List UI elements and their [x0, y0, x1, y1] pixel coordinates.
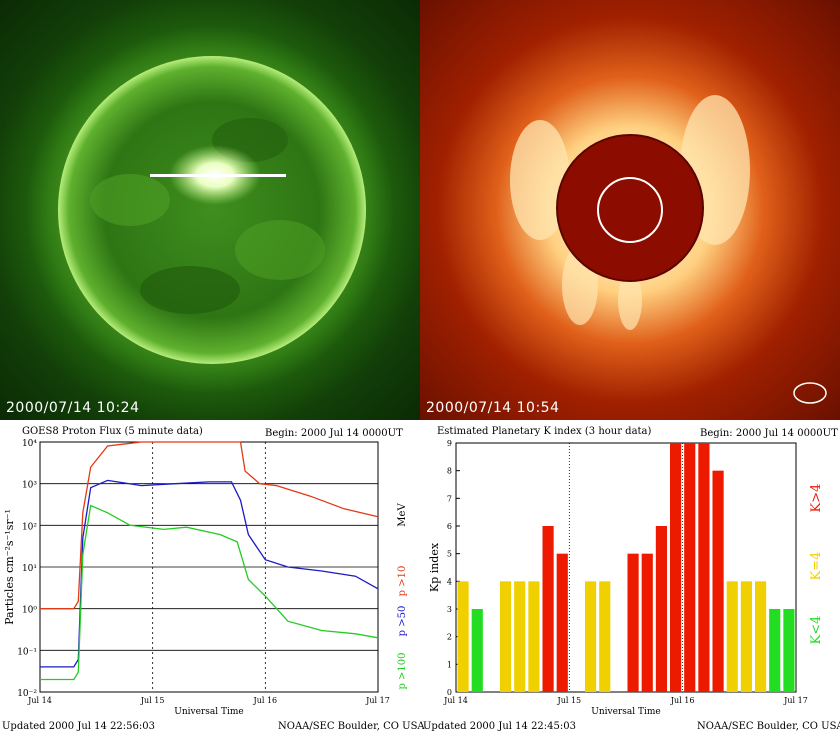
proton-y-tick-label: 10² — [22, 522, 37, 532]
proton-y-tick-label: 10⁰ — [22, 606, 37, 616]
kp-bar — [599, 581, 611, 692]
kp-footer-credit: NOAA/SEC Boulder, CO USA — [697, 721, 840, 732]
proton-legend-entry: p >50 — [397, 606, 408, 637]
kp-y-tick-label: 3 — [447, 605, 452, 614]
kp-bar — [755, 581, 767, 692]
kp-bar — [542, 526, 554, 692]
lasco-timestamp: 2000/07/14 10:54 — [426, 400, 560, 416]
eit-sun-image: 2000/07/14 10:24 — [0, 0, 420, 420]
kp-bar — [457, 581, 469, 692]
proton-legend-entry: p >100 — [397, 652, 408, 689]
kp-bar — [698, 443, 710, 692]
kp-bar — [740, 581, 752, 692]
kp-y-tick-label: 6 — [447, 522, 452, 531]
proton-y-tick-label: 10⁴ — [22, 439, 37, 449]
kp-bar — [585, 581, 597, 692]
kp-x-tick-label: Jul 17 — [783, 696, 808, 705]
kp-bar — [712, 470, 724, 692]
kp-bar — [514, 581, 526, 692]
proton-series-line — [40, 504, 379, 681]
kp-bar — [655, 526, 667, 692]
kp-bar — [500, 581, 512, 692]
kp-chart-begin: Begin: 2000 Jul 14 0000UT — [700, 428, 838, 439]
proton-footer-credit: NOAA/SEC Boulder, CO USA — [278, 721, 425, 732]
kp-bar — [627, 553, 639, 692]
proton-units-label: MeV — [397, 503, 408, 527]
kp-bar — [769, 609, 781, 692]
kp-x-tick-label: Jul 16 — [670, 696, 695, 705]
proton-x-tick-label: Jul 15 — [140, 696, 165, 705]
kp-bar — [783, 609, 795, 692]
kp-bar — [670, 443, 682, 692]
kp-y-tick-label: 4 — [447, 577, 452, 586]
proton-chart-begin: Begin: 2000 Jul 14 0000UT — [265, 428, 403, 439]
proton-series-line — [40, 441, 379, 610]
proton-footer-updated: Updated 2000 Jul 14 22:56:03 — [2, 721, 155, 732]
kp-bar — [471, 609, 483, 692]
kp-y-tick-label: 2 — [447, 633, 452, 642]
kp-legend-entry: K<4 — [809, 616, 824, 645]
kp-bar — [641, 553, 653, 692]
kp-bar — [726, 581, 738, 692]
eit-sun-graphic — [58, 56, 366, 364]
kp-bar — [556, 553, 568, 692]
kp-x-tick-label: Jul 14 — [443, 696, 468, 705]
proton-y-tick-label: 10³ — [22, 481, 37, 491]
kp-y-axis-label: Kp index — [428, 542, 441, 592]
kp-legend-entry: K>4 — [809, 484, 824, 513]
kp-bar — [684, 443, 696, 692]
lasco-coronagraph-image: 2000/07/14 10:54 — [420, 0, 840, 420]
kp-y-tick-label: 7 — [447, 494, 452, 503]
kp-bar — [528, 581, 540, 692]
proton-x-axis-label: Universal Time — [174, 707, 243, 717]
kp-y-tick-label: 8 — [447, 467, 452, 476]
proton-x-tick-label: Jul 14 — [27, 696, 52, 705]
proton-y-tick-label: 10¹ — [22, 564, 37, 574]
kp-y-tick-label: 0 — [447, 688, 452, 697]
proton-legend-entry: p >10 — [397, 566, 408, 597]
kp-plot-frame — [455, 442, 797, 693]
proton-chart-title: GOES8 Proton Flux (5 minute data) — [22, 426, 203, 437]
lasco-graphic — [510, 95, 827, 404]
kp-y-tick-label: 5 — [447, 550, 452, 559]
eit-timestamp: 2000/07/14 10:24 — [6, 400, 140, 416]
proton-x-tick-label: Jul 16 — [253, 696, 278, 705]
proton-x-tick-label: Jul 17 — [365, 696, 390, 705]
lasco-logo — [793, 382, 827, 404]
kp-y-tick-label: 1 — [447, 660, 452, 669]
kp-x-axis-label: Universal Time — [591, 707, 660, 717]
proton-y-axis-label: Particles cm⁻²s⁻¹sr⁻¹ — [3, 509, 16, 625]
proton-flux-chart: 10⁻² 10⁻¹ 10⁰ 10¹ 10² 10³ 10⁴ Jul 14 Jul 15 Jul 1… — [3, 439, 408, 717]
kp-index-chart: 0 1 2 3 4 5 6 7 8 9 Jul 14 Jul 15 Jul 16 Jul 17 Univer… — [428, 439, 824, 717]
kp-chart-title: Estimated Planetary K index (3 hour data… — [437, 426, 652, 437]
kp-x-tick-label: Jul 15 — [557, 696, 582, 705]
kp-footer-updated: Updated 2000 Jul 14 22:45:03 — [423, 721, 576, 732]
kp-y-tick-label: 9 — [447, 439, 452, 448]
kp-legend-entry: K=4 — [809, 552, 824, 581]
proton-y-tick-label: 10⁻² — [17, 689, 37, 699]
proton-y-tick-label: 10⁻¹ — [17, 647, 37, 657]
